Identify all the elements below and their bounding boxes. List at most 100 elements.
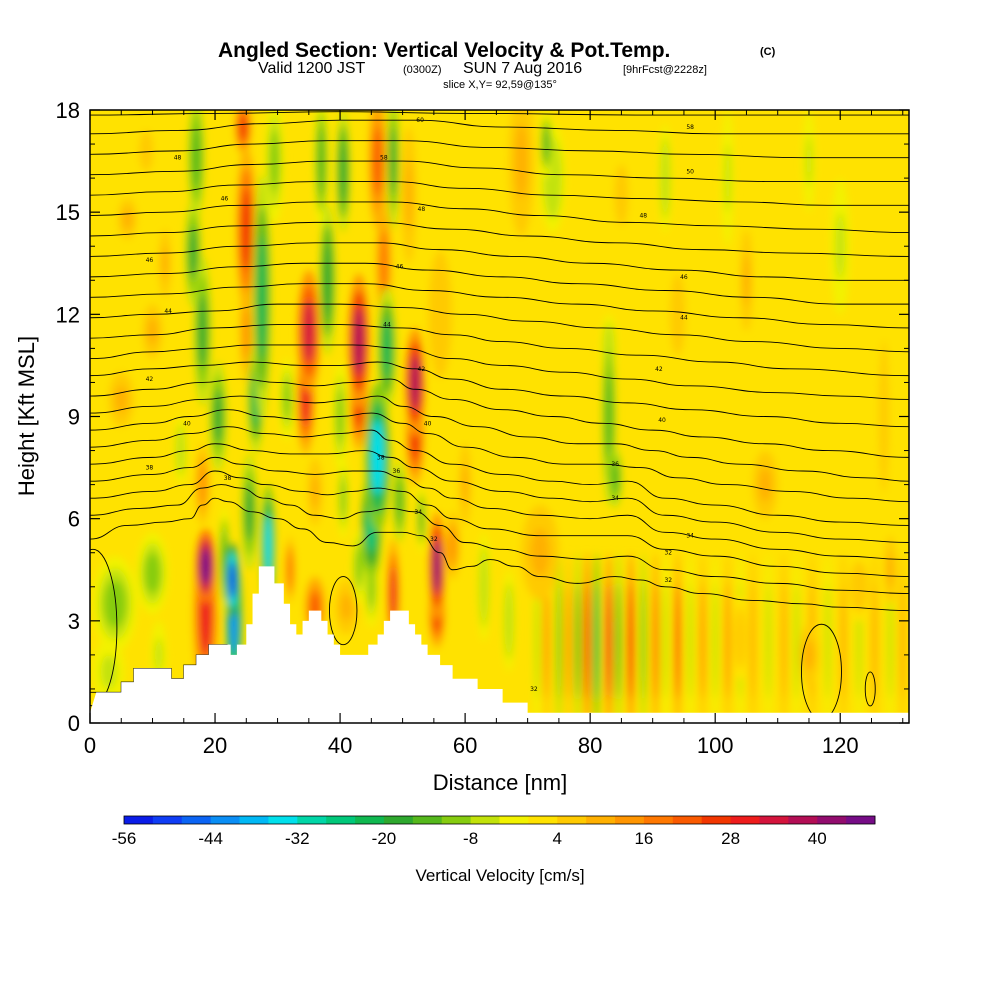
- x-tick-label: 40: [328, 733, 352, 758]
- contour-label: 48: [174, 155, 182, 162]
- chart-title-block: Angled Section: Vertical Velocity & Pot.…: [218, 39, 776, 91]
- velocity-cell: [566, 583, 571, 699]
- colorbar-segment: [442, 816, 471, 824]
- contour-label: 50: [686, 168, 694, 175]
- y-tick-label: 0: [68, 711, 80, 736]
- velocity-cell: [355, 548, 362, 585]
- colorbar-segment: [528, 816, 557, 824]
- x-tick-label: 0: [84, 733, 96, 758]
- y-tick-label: 15: [56, 200, 80, 225]
- velocity-cell: [433, 539, 441, 593]
- colorbar-segment: [211, 816, 240, 824]
- colorbar-segment: [557, 816, 586, 824]
- velocity-cell: [396, 481, 402, 522]
- x-tick-label: 100: [697, 733, 734, 758]
- velocity-cell: [410, 355, 420, 409]
- colorbar-segment: [759, 816, 788, 824]
- velocity-cell: [853, 570, 866, 604]
- velocity-cell: [641, 583, 646, 699]
- colorbar-segment: [297, 816, 326, 824]
- contour-label: 58: [380, 155, 388, 162]
- contour-label: 60: [416, 117, 424, 124]
- colorbar-segment: [615, 816, 644, 824]
- velocity-cell: [713, 583, 718, 699]
- velocity-cell: [617, 175, 626, 216]
- velocity-cell: [198, 294, 207, 369]
- cross-section-figure: Angled Section: Vertical Velocity & Pot.…: [0, 0, 1000, 1000]
- contour-label: 58: [686, 124, 694, 131]
- contour-label: 46: [146, 257, 154, 264]
- valid-time: Valid 1200 JST: [258, 60, 366, 77]
- contour-label: 42: [418, 366, 426, 373]
- velocity-cell: [515, 124, 528, 199]
- velocity-cell: [605, 372, 612, 461]
- velocity-cell: [462, 464, 468, 505]
- colorbar-tick-label: -32: [285, 829, 310, 848]
- velocity-cell: [199, 464, 207, 505]
- contour-label: 38: [224, 475, 232, 482]
- velocity-cell: [432, 272, 448, 357]
- contour-label: 46: [396, 264, 404, 271]
- velocity-cell: [544, 583, 549, 699]
- colorbar-tick-label: 4: [553, 829, 562, 848]
- contour-label: 32: [430, 536, 438, 543]
- velocity-cell: [405, 161, 413, 229]
- velocity-cell: [243, 306, 250, 357]
- velocity-cell: [725, 583, 730, 699]
- colorbar-segment: [817, 816, 846, 824]
- contour-label: 44: [383, 322, 391, 329]
- velocity-cell: [700, 583, 705, 699]
- valid-time-utc: (0300Z): [403, 64, 442, 76]
- velocity-cell: [148, 318, 158, 345]
- velocity-cell: [575, 583, 580, 699]
- x-tick-label: 80: [578, 733, 602, 758]
- velocity-cell: [506, 595, 512, 646]
- contour-label: 32: [530, 686, 538, 693]
- velocity-cell: [594, 583, 599, 699]
- y-axis-label: Height [Kft MSL]: [14, 336, 39, 496]
- colorbar-segment: [500, 816, 529, 824]
- velocity-cell: [288, 553, 293, 587]
- contour-label: 34: [414, 509, 422, 516]
- velocity-cell: [303, 301, 314, 362]
- velocity-cell: [192, 127, 200, 188]
- colorbar-segment: [673, 816, 702, 824]
- velocity-cell: [324, 243, 332, 318]
- contour-label: 32: [664, 577, 672, 584]
- colorbar-tick-label: -8: [463, 829, 478, 848]
- contour-label: 44: [680, 315, 688, 322]
- velocity-cell: [481, 560, 487, 614]
- colorbar-segment: [702, 816, 731, 824]
- velocity-cell: [628, 583, 633, 699]
- valid-date: SUN 7 Aug 2016: [463, 60, 582, 77]
- velocity-cell: [104, 580, 126, 628]
- velocity-cell: [201, 548, 211, 585]
- contour-label: 40: [658, 417, 666, 424]
- y-tick-label: 9: [68, 405, 80, 430]
- colorbar-tick-label: 28: [721, 829, 740, 848]
- colorbar-segment: [384, 816, 413, 824]
- colorbar-label: Vertical Velocity [cm/s]: [415, 866, 584, 885]
- contour-label: 36: [611, 461, 619, 468]
- velocity-cell: [419, 502, 423, 536]
- velocity-cell: [557, 583, 562, 699]
- velocity-cell: [229, 561, 236, 598]
- velocity-cell: [900, 583, 905, 699]
- contour-label: 40: [424, 420, 432, 427]
- slice-info: slice X,Y= 92,59@135°: [443, 79, 557, 91]
- velocity-cell: [663, 583, 668, 699]
- velocity-cell: [543, 127, 549, 161]
- y-tick-label: 3: [68, 609, 80, 634]
- contour-label: 42: [146, 376, 154, 383]
- chart-title-tag: (C): [760, 46, 776, 58]
- velocity-cell: [354, 308, 365, 376]
- x-tick-label: 120: [822, 733, 859, 758]
- contour-label: 44: [164, 308, 172, 315]
- velocity-cell: [379, 229, 388, 297]
- colorbar-tick-label: -20: [372, 829, 397, 848]
- velocity-cell: [759, 468, 772, 502]
- velocity-cell: [101, 655, 117, 689]
- velocity-cell: [841, 583, 846, 699]
- velocity-cell: [270, 130, 279, 191]
- contour-label: 42: [655, 366, 663, 373]
